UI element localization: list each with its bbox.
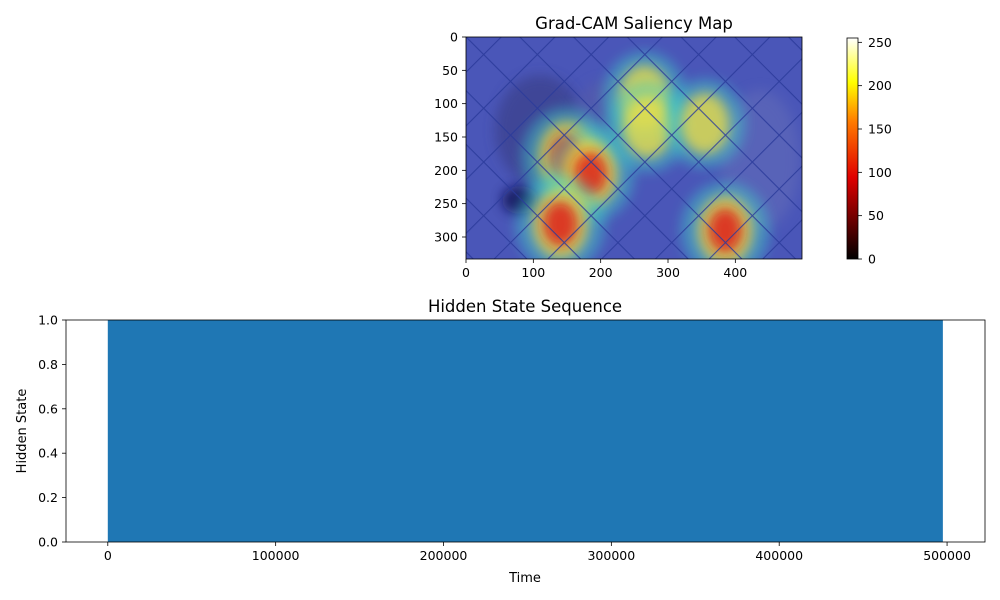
x-tick-label: 200000: [420, 548, 468, 563]
hidden-state-title: Hidden State Sequence: [428, 297, 622, 316]
saliency-y-ticks: 0 50 100 150 200 250 300: [434, 30, 466, 245]
hidden-state-x-ticks: 0 100000 200000 300000 400000 500000: [104, 542, 971, 563]
y-tick-label: 150: [434, 130, 458, 145]
saliency-x-ticks: 0 100 200 300 400: [462, 259, 747, 280]
y-tick-label: 0.6: [38, 401, 58, 416]
saliency-panel: Grad-CAM Saliency Map 0 100 200 300 400 0 50 1…: [434, 14, 892, 280]
y-tick-label: 200: [434, 163, 458, 178]
colorbar-tick-label: 200: [868, 78, 892, 93]
colorbar-tick-label: 100: [868, 165, 892, 180]
colorbar: [846, 37, 859, 260]
colorbar-tick-label: 150: [868, 122, 892, 137]
y-tick-label: 50: [442, 63, 458, 78]
y-tick-label: 0.2: [38, 490, 58, 505]
y-tick-label: 250: [434, 196, 458, 211]
colorbar-ticks: 0 50 100 150 200 250: [858, 35, 892, 267]
x-tick-label: 400: [723, 265, 747, 280]
y-tick-label: 100: [434, 96, 458, 111]
hidden-state-y-ticks: 0.0 0.2 0.4 0.6 0.8 1.0: [38, 313, 66, 550]
hidden-state-xlabel: Time: [508, 571, 541, 586]
x-tick-label: 100: [521, 265, 545, 280]
y-tick-label: 0.8: [38, 357, 58, 372]
hidden-state-panel: Hidden State Sequence 0 100000 200000 30000…: [15, 297, 986, 586]
x-tick-label: 400000: [755, 548, 803, 563]
y-tick-label: 0.0: [38, 535, 58, 550]
x-tick-label: 300: [656, 265, 680, 280]
y-tick-label: 0.4: [38, 446, 58, 461]
x-tick-label: 0: [104, 548, 112, 563]
x-tick-label: 300000: [587, 548, 635, 563]
saliency-title: Grad-CAM Saliency Map: [535, 14, 733, 33]
hidden-state-axes-frame: [65, 319, 986, 543]
saliency-image: [466, 37, 802, 259]
hidden-state-ylabel: Hidden State: [15, 389, 30, 474]
saliency-axes-frame: [465, 36, 803, 260]
x-tick-label: 0: [462, 265, 470, 280]
colorbar-tick-label: 0: [868, 252, 876, 267]
x-tick-label: 500000: [923, 548, 971, 563]
y-tick-label: 300: [434, 230, 458, 245]
hidden-state-area: [107, 320, 943, 542]
y-tick-label: 1.0: [38, 313, 58, 328]
colorbar-tick-label: 50: [868, 208, 884, 223]
y-tick-label: 0: [450, 30, 458, 45]
colorbar-tick-label: 250: [868, 35, 892, 50]
fence-overlay: [466, 37, 802, 259]
x-tick-label: 100000: [252, 548, 300, 563]
x-tick-label: 200: [589, 265, 613, 280]
